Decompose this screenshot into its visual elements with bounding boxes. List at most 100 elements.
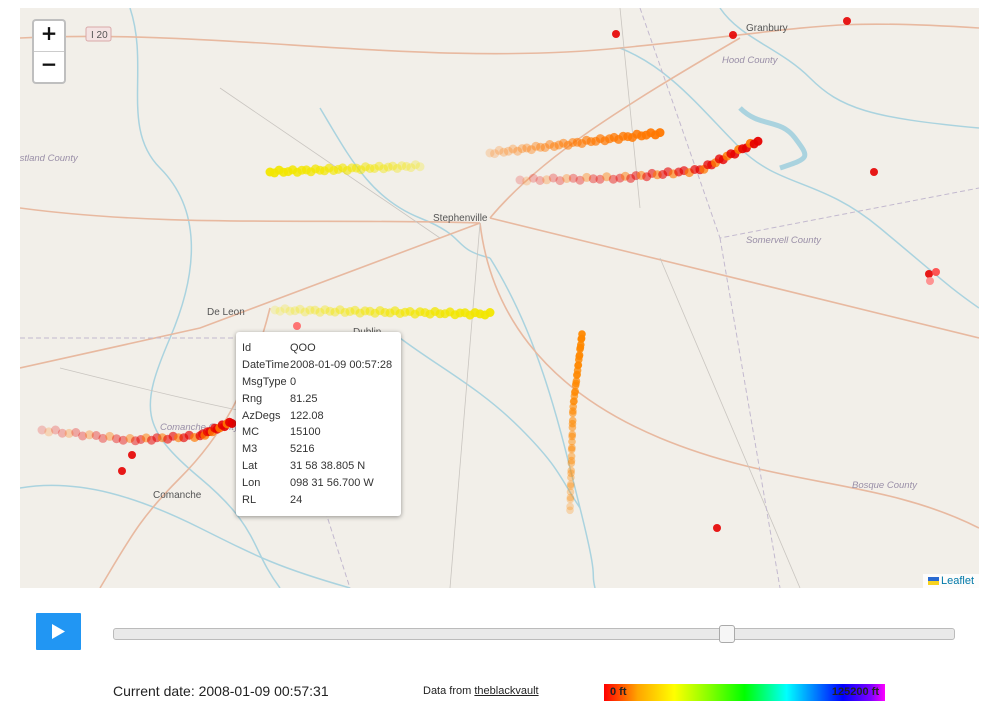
- detection-point[interactable]: [870, 168, 878, 176]
- time-slider-handle[interactable]: [719, 625, 736, 643]
- detection-point[interactable]: [567, 445, 576, 454]
- detection-point[interactable]: [568, 423, 577, 432]
- detection-point[interactable]: [566, 495, 575, 504]
- detection-point[interactable]: [568, 173, 578, 183]
- detection-point[interactable]: [577, 335, 585, 343]
- detection-point[interactable]: [567, 466, 575, 475]
- detection-point[interactable]: [379, 164, 389, 174]
- detection-point[interactable]: [513, 146, 523, 156]
- detection-point[interactable]: [91, 431, 101, 440]
- detection-point[interactable]: [330, 307, 340, 317]
- detection-point[interactable]: [566, 482, 575, 491]
- detection-point[interactable]: [567, 480, 575, 489]
- detection-point[interactable]: [295, 304, 305, 314]
- detection-point[interactable]: [595, 174, 605, 184]
- detection-point[interactable]: [567, 459, 576, 468]
- detection-point[interactable]: [566, 493, 575, 502]
- detection-point[interactable]: [566, 488, 575, 496]
- detection-point[interactable]: [569, 409, 577, 418]
- detection-point[interactable]: [576, 345, 584, 353]
- detection-point[interactable]: [562, 174, 572, 183]
- detection-point[interactable]: [57, 428, 67, 438]
- detection-point[interactable]: [383, 162, 393, 172]
- detection-point[interactable]: [118, 435, 128, 445]
- detection-point[interactable]: [300, 307, 310, 317]
- detection-point[interactable]: [490, 149, 500, 159]
- detection-point[interactable]: [566, 506, 574, 515]
- detection-point[interactable]: [37, 425, 47, 435]
- detection-point[interactable]: [713, 524, 721, 532]
- detection-point[interactable]: [542, 175, 552, 185]
- detection-point[interactable]: [78, 431, 88, 441]
- detection-point[interactable]: [555, 176, 565, 186]
- detection-point[interactable]: [540, 143, 550, 152]
- detection-point[interactable]: [568, 432, 576, 441]
- detection-point[interactable]: [612, 30, 620, 38]
- map-view[interactable]: I 20 Granbury Hood County Stephenville D…: [20, 8, 979, 588]
- detection-point[interactable]: [545, 140, 555, 149]
- zoom-in-button[interactable]: +: [40, 21, 58, 45]
- detection-point[interactable]: [568, 444, 576, 452]
- detection-point[interactable]: [567, 473, 575, 482]
- detection-point[interactable]: [517, 144, 527, 154]
- detection-point[interactable]: [571, 381, 580, 390]
- detection-point[interactable]: [729, 31, 737, 39]
- detection-point[interactable]: [567, 456, 576, 465]
- detection-point[interactable]: [567, 452, 576, 461]
- detection-point[interactable]: [575, 175, 585, 185]
- time-slider[interactable]: [113, 625, 955, 643]
- detection-point[interactable]: [388, 161, 398, 171]
- detection-point[interactable]: [548, 173, 558, 183]
- detection-point[interactable]: [305, 305, 315, 315]
- detection-point[interactable]: [401, 161, 411, 171]
- play-button[interactable]: [36, 613, 81, 650]
- detection-point[interactable]: [522, 176, 532, 186]
- detection-point[interactable]: [270, 305, 280, 315]
- detection-point[interactable]: [275, 306, 285, 316]
- detection-point[interactable]: [503, 146, 513, 156]
- detection-point[interactable]: [280, 304, 290, 314]
- detection-point[interactable]: [392, 163, 402, 173]
- detection-point[interactable]: [98, 433, 108, 443]
- detection-point[interactable]: [293, 322, 301, 330]
- detection-point[interactable]: [415, 162, 425, 172]
- detection-point[interactable]: [753, 136, 763, 146]
- detection-point[interactable]: [843, 17, 851, 25]
- detection-point[interactable]: [310, 305, 320, 315]
- detection-point[interactable]: [515, 175, 525, 185]
- detection-point[interactable]: [130, 436, 140, 446]
- detection-point[interactable]: [526, 145, 536, 155]
- detection-point[interactable]: [84, 430, 94, 440]
- detection-point[interactable]: [345, 307, 355, 316]
- data-source-link[interactable]: theblackvault: [474, 685, 539, 697]
- detection-point[interactable]: [620, 171, 630, 181]
- detection-point[interactable]: [568, 438, 576, 446]
- detection-point[interactable]: [315, 307, 325, 317]
- leaflet-link[interactable]: Leaflet: [940, 575, 974, 587]
- detection-point[interactable]: [925, 270, 933, 278]
- detection-point[interactable]: [320, 305, 330, 315]
- detection-point[interactable]: [112, 434, 121, 444]
- detection-point[interactable]: [608, 174, 618, 184]
- detection-point[interactable]: [325, 306, 335, 316]
- detection-point[interactable]: [361, 162, 370, 172]
- detection-point[interactable]: [285, 306, 295, 316]
- detection-point[interactable]: [370, 164, 379, 173]
- detection-point[interactable]: [531, 141, 541, 151]
- detection-point[interactable]: [535, 176, 545, 185]
- detection-point[interactable]: [615, 173, 625, 183]
- detection-point[interactable]: [105, 431, 115, 441]
- detection-point[interactable]: [536, 142, 545, 152]
- detection-point[interactable]: [51, 425, 60, 435]
- detection-point[interactable]: [335, 305, 345, 315]
- detection-point[interactable]: [118, 467, 126, 475]
- detection-point[interactable]: [71, 428, 81, 437]
- detection-point[interactable]: [499, 147, 509, 157]
- detection-point[interactable]: [655, 128, 665, 138]
- detection-point[interactable]: [582, 172, 592, 182]
- detection-point[interactable]: [567, 469, 575, 478]
- detection-point[interactable]: [374, 161, 384, 171]
- detection-point[interactable]: [44, 427, 54, 437]
- detection-point[interactable]: [602, 172, 612, 182]
- detection-point[interactable]: [522, 143, 532, 153]
